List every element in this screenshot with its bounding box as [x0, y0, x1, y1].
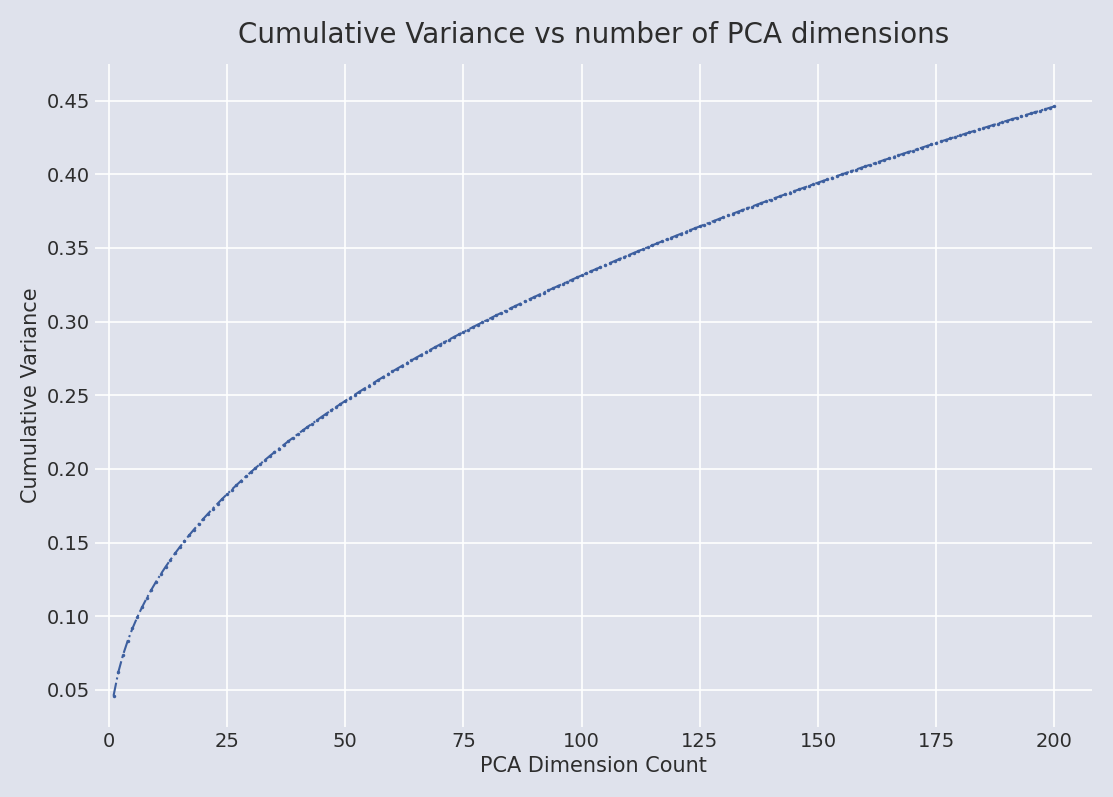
- X-axis label: PCA Dimension Count: PCA Dimension Count: [480, 756, 707, 776]
- Y-axis label: Cumulative Variance: Cumulative Variance: [21, 288, 41, 503]
- Title: Cumulative Variance vs number of PCA dimensions: Cumulative Variance vs number of PCA dim…: [238, 21, 949, 49]
